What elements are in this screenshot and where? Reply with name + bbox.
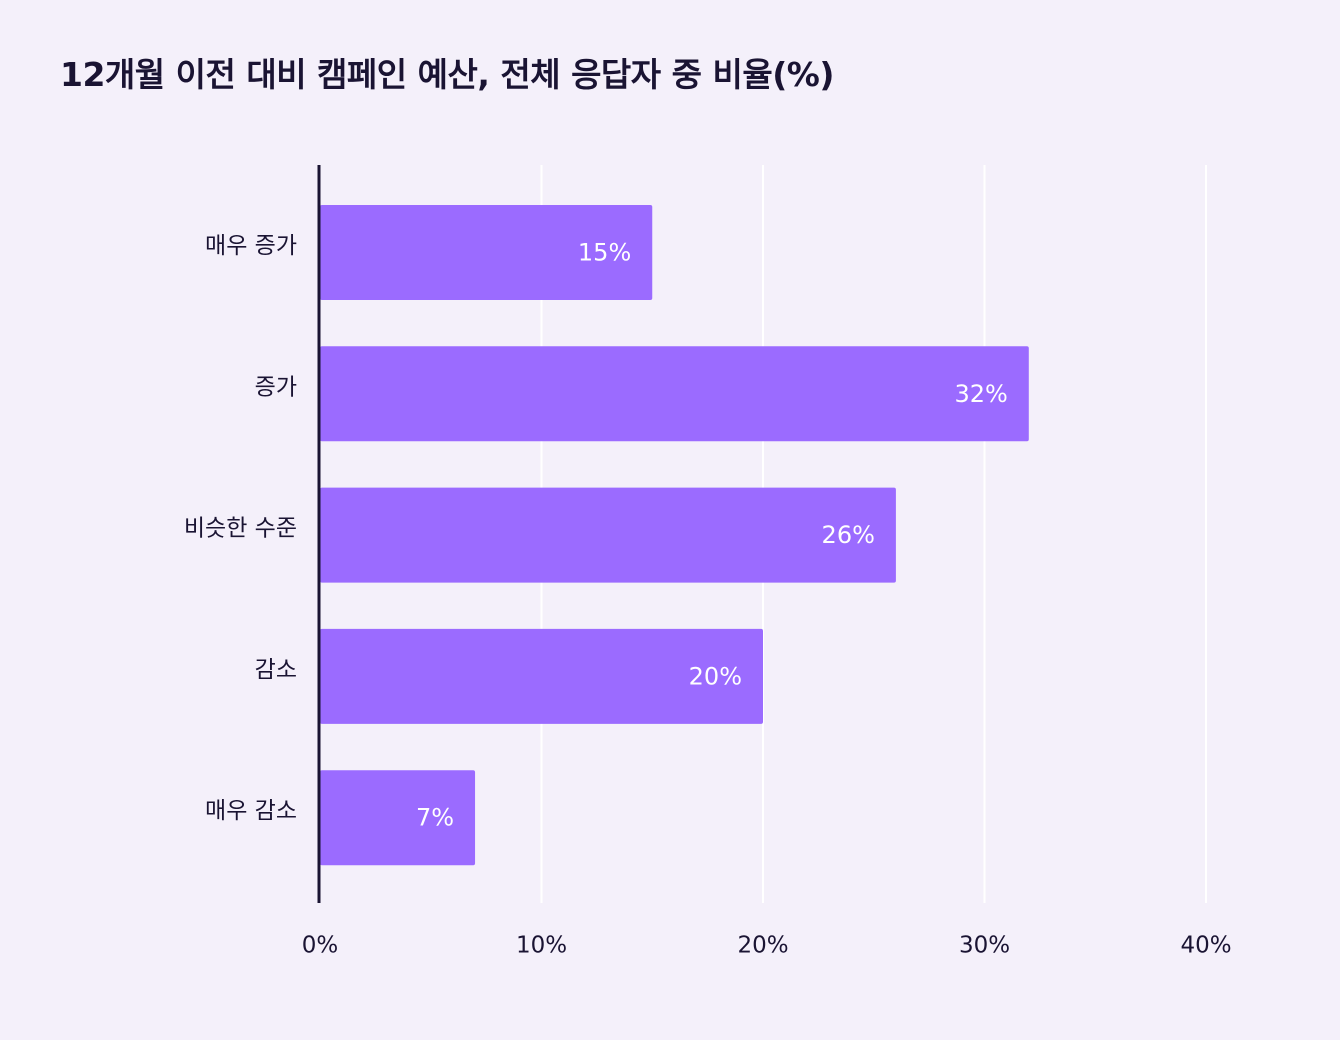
category-label-0: 매우 증가 bbox=[205, 233, 297, 259]
category-label-1: 증가 bbox=[255, 374, 297, 400]
x-tick-label-0: 0% bbox=[302, 933, 339, 959]
category-label-2: 비슷한 수준 bbox=[184, 516, 297, 542]
x-tick-label-3: 30% bbox=[959, 933, 1010, 959]
value-label-1: 32% bbox=[954, 380, 1007, 408]
category-label-4: 매우 감소 bbox=[205, 798, 297, 824]
x-tick-labels: 0% 10% 20% 30% 40% bbox=[302, 933, 1232, 959]
bar-2 bbox=[320, 487, 896, 583]
bar-3 bbox=[320, 628, 763, 724]
bar-1 bbox=[320, 346, 1029, 442]
chart-title: 12개월 이전 대비 캠페인 예산, 전체 응답자 중 비율(%) bbox=[60, 55, 834, 94]
value-label-0: 15% bbox=[578, 239, 631, 267]
value-label-3: 20% bbox=[689, 662, 742, 690]
value-label-2: 26% bbox=[822, 521, 875, 549]
x-tick-label-2: 20% bbox=[737, 933, 788, 959]
category-label-3: 감소 bbox=[255, 657, 297, 683]
x-tick-label-4: 40% bbox=[1180, 933, 1231, 959]
value-label-4: 7% bbox=[416, 804, 454, 832]
x-tick-label-1: 10% bbox=[516, 933, 567, 959]
bar-4 bbox=[320, 770, 476, 866]
bars: 15% 32% 26% 20% 7% bbox=[320, 205, 1029, 866]
bar-0 bbox=[320, 205, 653, 300]
